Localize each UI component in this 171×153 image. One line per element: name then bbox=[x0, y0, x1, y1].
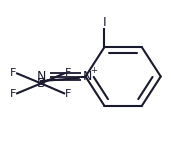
Text: N: N bbox=[83, 70, 92, 83]
Text: N: N bbox=[37, 70, 46, 83]
Text: F: F bbox=[65, 68, 71, 78]
Text: F: F bbox=[10, 68, 16, 78]
Text: I: I bbox=[102, 16, 106, 29]
Text: −: − bbox=[45, 75, 52, 84]
Text: F: F bbox=[65, 89, 71, 99]
Text: B: B bbox=[37, 77, 45, 90]
Text: +: + bbox=[90, 66, 97, 75]
Text: F: F bbox=[10, 89, 16, 99]
